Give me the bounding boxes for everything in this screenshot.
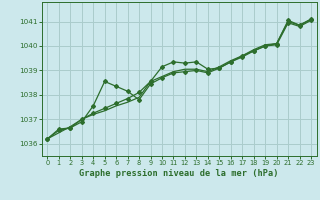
X-axis label: Graphe pression niveau de la mer (hPa): Graphe pression niveau de la mer (hPa) [79, 169, 279, 178]
